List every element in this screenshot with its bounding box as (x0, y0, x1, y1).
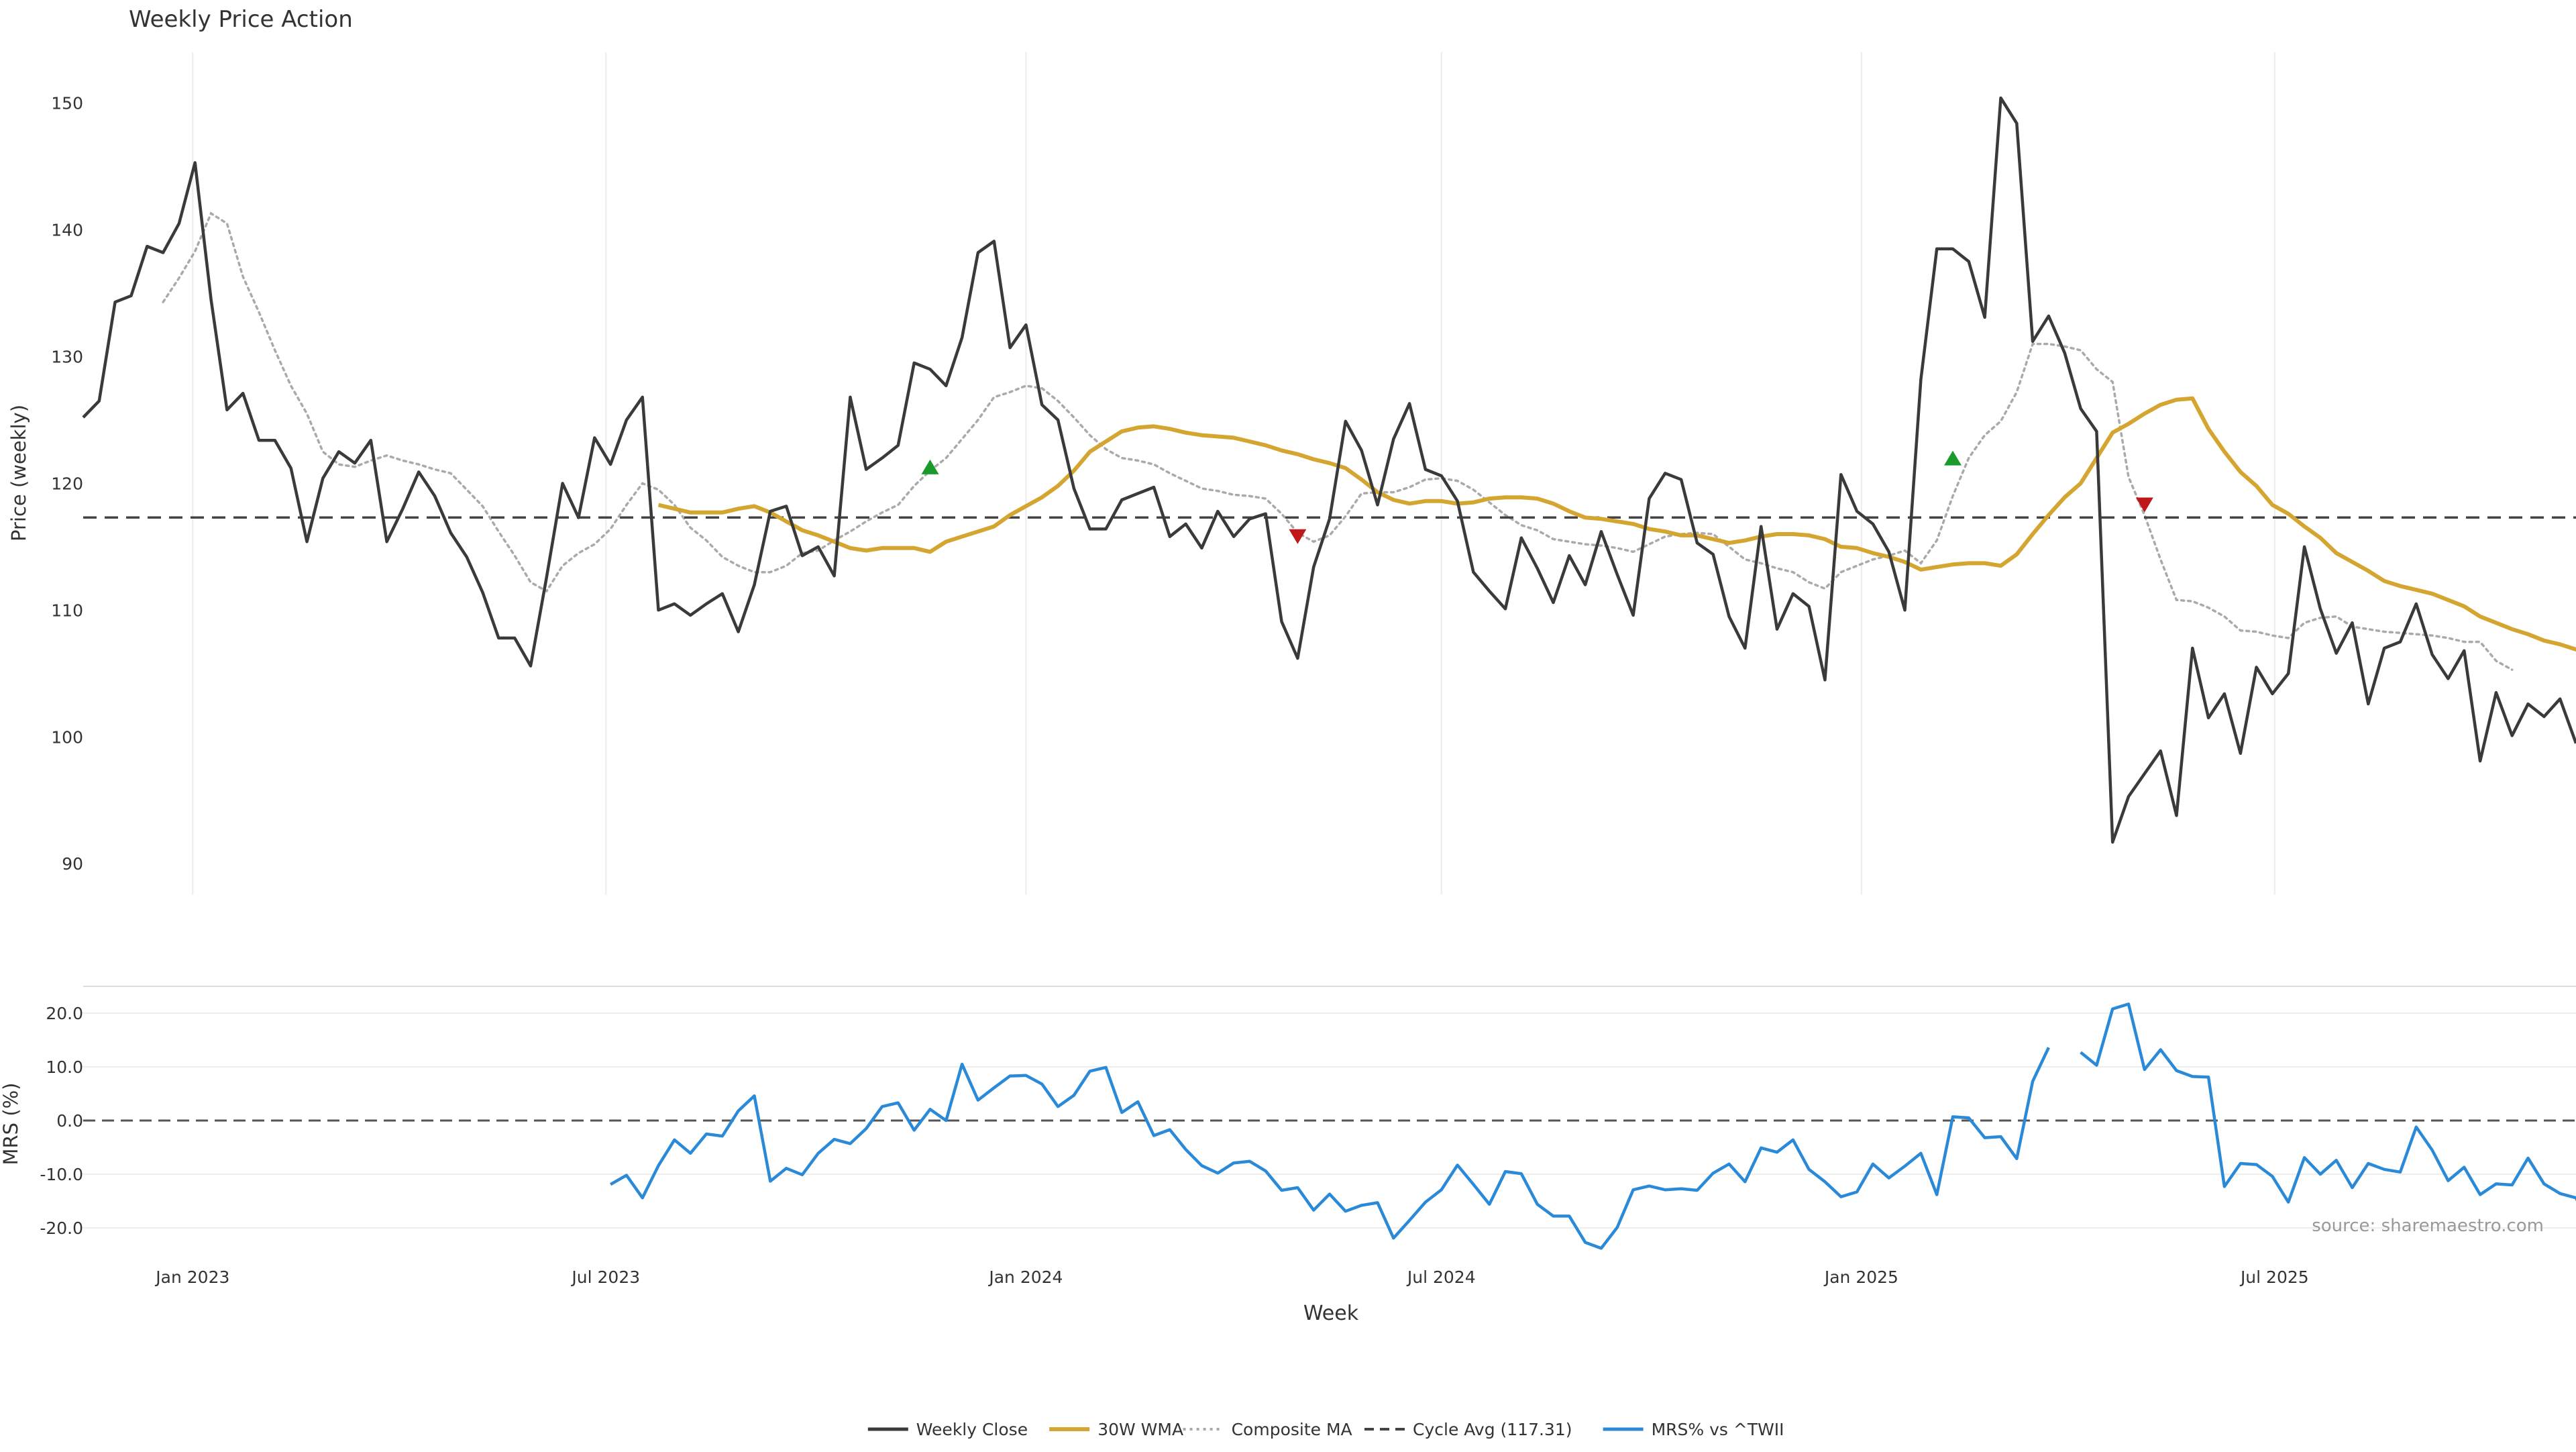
mrs-line (610, 1004, 2576, 1248)
legend-item: Cycle Avg (117.31) (1364, 1420, 1572, 1439)
mrs-y-tick-label: 20.0 (46, 1004, 83, 1023)
x-tick-label: Jan 2023 (154, 1267, 229, 1287)
mrs-series (610, 1004, 2576, 1248)
price-y-ticks: 90 100 110 120 130 140 150 (51, 94, 83, 874)
sell-signal-marker (2136, 498, 2153, 513)
legend: Weekly Close 30W WMA Composite MA Cycle Avg… (868, 1420, 1784, 1439)
source-note: source: sharemaestro.com (2312, 1216, 2544, 1236)
price-y-tick-label: 110 (51, 601, 83, 620)
x-tick-label: Jan 2024 (987, 1267, 1063, 1287)
legend-label: Cycle Avg (117.31) (1413, 1420, 1572, 1439)
price-y-tick-label: 90 (62, 854, 83, 874)
price-panel: 90 100 110 120 130 140 150 Price (weekly) (7, 52, 2576, 894)
price-y-tick-label: 130 (51, 347, 83, 366)
price-y-tick-label: 140 (51, 221, 83, 240)
x-axis-ticks: Jan 2023 Jul 2023 Jan 2024 Jul 2024 Jan 2025… (154, 1267, 2308, 1287)
price-y-tick-label: 150 (51, 94, 83, 113)
legend-label: MRS% vs ^TWII (1652, 1420, 1784, 1439)
x-tick-label: Jul 2023 (570, 1267, 640, 1287)
price-y-tick-label: 100 (51, 727, 83, 747)
buy-signal-marker (1944, 451, 1962, 466)
mrs-panel: 20.0 10.0 0.0 -10.0 -20.0 MRS (%) source: sh… (0, 986, 2576, 1248)
mrs-y-tick-label: -20.0 (40, 1218, 83, 1238)
chart-title: Weekly Price Action (129, 6, 353, 33)
x-tick-label: Jul 2024 (1406, 1267, 1476, 1287)
mrs-y-tick-label: 10.0 (46, 1057, 83, 1077)
legend-item: Composite MA (1183, 1420, 1352, 1439)
x-tick-label: Jan 2025 (1823, 1267, 1898, 1287)
legend-label: Composite MA (1232, 1420, 1352, 1439)
price-y-axis-label: Price (weekly) (7, 405, 30, 541)
legend-item: 30W WMA (1049, 1420, 1183, 1439)
mrs-y-tick-label: 0.0 (56, 1111, 83, 1131)
legend-label: Weekly Close (916, 1420, 1028, 1439)
legend-item: Weekly Close (868, 1420, 1028, 1439)
x-axis-label: Week (1303, 1302, 1359, 1325)
price-y-tick-label: 120 (51, 474, 83, 493)
mrs-y-tick-label: -10.0 (40, 1165, 83, 1184)
mrs-y-ticks: 20.0 10.0 0.0 -10.0 -20.0 (40, 1004, 83, 1238)
x-tick-label: Jul 2025 (2239, 1267, 2309, 1287)
mrs-y-axis-label: MRS (%) (0, 1083, 22, 1165)
weekly-close-line (83, 98, 2576, 842)
price-series (83, 98, 2576, 842)
legend-item: MRS% vs ^TWII (1603, 1420, 1784, 1439)
wma-30w-line (659, 399, 2576, 685)
composite-ma-line (163, 213, 2512, 670)
legend-label: 30W WMA (1097, 1420, 1183, 1439)
